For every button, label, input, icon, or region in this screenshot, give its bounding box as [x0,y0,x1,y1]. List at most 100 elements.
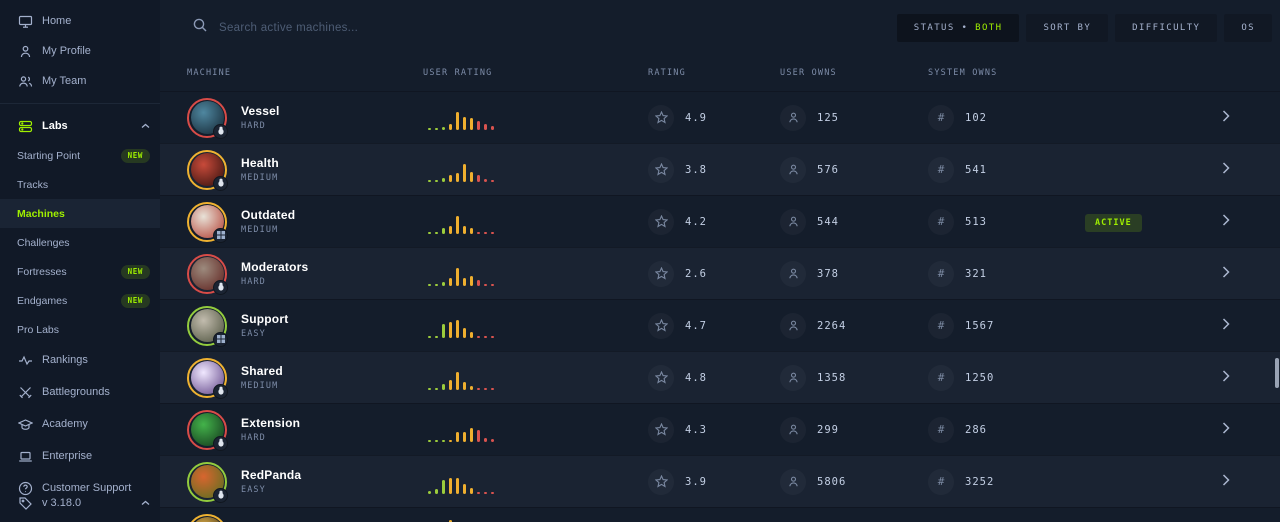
machine-cell: Health MEDIUM [187,149,423,191]
row-expand-cell[interactable] [1222,421,1280,439]
machine-name: Outdated [241,208,296,222]
row-expand-cell[interactable] [1222,317,1280,335]
table-row[interactable]: Health MEDIUM 3.8 576 # 541 [160,143,1280,195]
table-row[interactable]: Extension HARD 4.3 299 # 286 [160,403,1280,455]
search-icon [192,17,208,38]
sidebar-item-rankings[interactable]: Rankings [0,344,160,376]
sidebar-item-label: Fortresses [17,265,67,278]
machine-difficulty: MEDIUM [241,173,279,183]
sidebar-item-challenges[interactable]: Challenges [0,228,160,257]
user-icon [18,44,33,59]
sidebar-item-tracks[interactable]: Tracks [0,170,160,199]
search-input[interactable] [219,21,559,34]
user-owns-cell: 576 [780,157,928,183]
system-owns-value: 3252 [965,475,995,488]
sidebar-item-label: Labs [42,120,68,132]
rating-value: 4.2 [685,215,707,228]
sidebar-item-battlegrounds[interactable]: Battlegrounds [0,376,160,408]
table-row[interactable]: Shared MEDIUM 4.8 1358 # 1250 [160,351,1280,403]
row-expand-cell[interactable] [1222,265,1280,283]
table-row[interactable]: Support EASY 4.7 2264 # 1567 [160,299,1280,351]
sidebar-item-machines[interactable]: Machines [0,199,160,228]
user-rating-histogram [423,210,648,234]
sidebar-item-label: My Profile [42,45,91,57]
active-badge: ACTIVE [1085,213,1142,232]
machine-cell: Extension HARD [187,409,423,451]
os-badge [213,123,228,139]
user-owns-value: 299 [817,423,839,436]
machine-name: Support [241,312,289,326]
sidebar-item-my-profile[interactable]: My Profile [0,36,160,66]
machine-difficulty: HARD [241,433,266,443]
table-row[interactable]: Vessel HARD 4.9 125 # 102 [160,91,1280,143]
avatar-difficulty-ring [187,253,228,295]
chevron-right-icon [1222,369,1230,387]
difficulty-filter-button[interactable]: DIFFICULTY [1115,13,1218,42]
rating-value: 4.8 [685,371,707,384]
avatar-difficulty-ring [187,201,228,243]
user-owns-value: 378 [817,267,839,280]
os-badge [213,331,228,347]
rating-value: 4.9 [685,111,707,124]
user-owns-cell: 5806 [780,469,928,495]
system-owns-value: 513 [965,215,987,228]
sort-by-button[interactable]: SORT BY [1026,13,1109,42]
avatar-difficulty-ring [187,513,227,522]
sidebar-item-enterprise[interactable]: Enterprise [0,440,160,472]
machine-name: Extension [241,416,301,430]
sidebar-version[interactable]: v 3.18.0 [0,488,160,518]
table-row[interactable]: # [160,507,1280,522]
chevron-right-icon [1222,109,1230,127]
sidebar-item-pro-labs[interactable]: Pro Labs [0,315,160,344]
sidebar-item-home[interactable]: Home [0,6,160,36]
system-owns-cell: # 1567 [928,313,1078,339]
star-icon [648,313,674,339]
sidebar-item-starting-point[interactable]: Starting Point NEW [0,141,160,170]
star-icon [648,105,674,131]
table-row[interactable]: Outdated MEDIUM 4.2 544 # 513 [160,195,1280,247]
machine-name: Moderators [241,260,309,274]
row-expand-cell[interactable] [1222,109,1280,127]
row-expand-cell[interactable] [1222,161,1280,179]
table-row[interactable]: RedPanda EASY 3.9 5806 # 3252 [160,455,1280,507]
user-rating-histogram [423,470,648,494]
user-owns-cell: 544 [780,209,928,235]
sidebar-item-fortresses[interactable]: Fortresses NEW [0,257,160,286]
sidebar-item-customer-support[interactable]: Customer Support [0,472,160,504]
system-owns-cell: # 286 [928,417,1078,443]
star-icon [648,469,674,495]
sidebar-item-labs[interactable]: Labs [0,111,160,141]
system-owns-value: 286 [965,423,987,436]
chevron-right-icon [1222,161,1230,179]
row-expand-cell[interactable] [1222,473,1280,491]
user-owns-value: 2264 [817,319,847,332]
row-expand-cell[interactable] [1222,369,1280,387]
sidebar-item-label: Pro Labs [17,323,60,336]
user-rating-histogram [423,314,648,338]
machine-name: Vessel [241,104,280,118]
user-rating-histogram [423,158,648,182]
chevron-right-icon [1222,473,1230,491]
tag-icon [18,496,33,511]
user-owns-value: 544 [817,215,839,228]
system-owns-value: 541 [965,163,987,176]
new-badge: NEW [120,264,150,279]
user-icon [780,469,806,495]
status-filter-button[interactable]: STATUS • BOTH [896,13,1020,42]
os-filter-button[interactable]: OS [1224,13,1272,42]
sidebar-item-my-team[interactable]: My Team [0,66,160,96]
sidebar-item-endgames[interactable]: Endgames NEW [0,286,160,315]
scrollbar-thumb[interactable] [1275,358,1279,388]
rating-cell: 2.6 [648,261,780,287]
user-owns-cell: 2264 [780,313,928,339]
column-header-machine: MACHINE [187,68,232,78]
table-row[interactable]: Moderators HARD 2.6 378 # 321 [160,247,1280,299]
search-bar[interactable] [192,17,897,38]
avatar-difficulty-ring [187,409,228,451]
sidebar-item-label: Customer Support [42,482,132,494]
row-expand-cell[interactable] [1222,213,1280,231]
sidebar-item-academy[interactable]: Academy [0,408,160,440]
sidebar: Home My Profile My Team Labs Starting Po… [0,0,160,522]
sidebar-item-label: Starting Point [17,149,81,162]
topbar: STATUS • BOTH SORT BY DIFFICULTY OS [160,0,1280,55]
